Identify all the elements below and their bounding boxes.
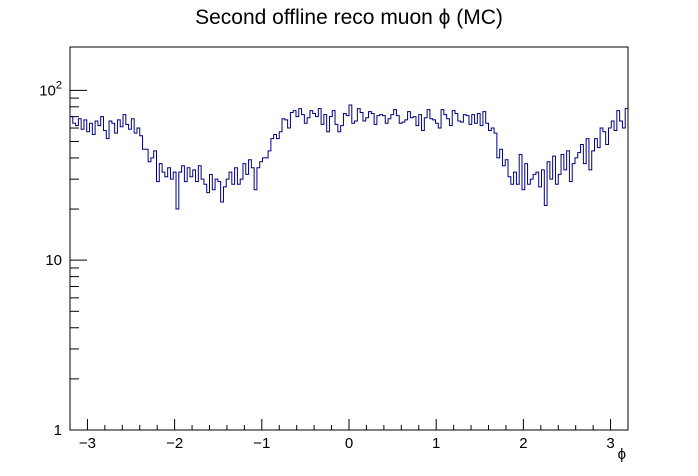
x-tick-label: 3 — [606, 435, 614, 452]
chart-title: Second offline reco muon ϕ (MC) — [195, 6, 503, 29]
histogram-series-line — [70, 104, 628, 210]
plot-frame — [69, 46, 629, 431]
x-tick-label: 0 — [345, 435, 353, 452]
x-tick-label: −1 — [253, 435, 270, 452]
x-tick-label: −2 — [166, 435, 183, 452]
axis-ticks — [69, 89, 629, 431]
x-tick-label: 1 — [432, 435, 440, 452]
x-axis-label: ϕ — [618, 446, 626, 463]
x-tick-label: −3 — [79, 435, 96, 452]
y-tick-label: 102 — [39, 79, 62, 99]
x-tick-label: 2 — [519, 435, 527, 452]
y-tick-labels: 1 10 102 — [39, 79, 62, 439]
y-tick-label: 10 — [45, 252, 62, 269]
x-tick-labels: −3 −2 −1 0 1 2 3 — [79, 435, 615, 452]
y-tick-label: 1 — [54, 422, 62, 439]
